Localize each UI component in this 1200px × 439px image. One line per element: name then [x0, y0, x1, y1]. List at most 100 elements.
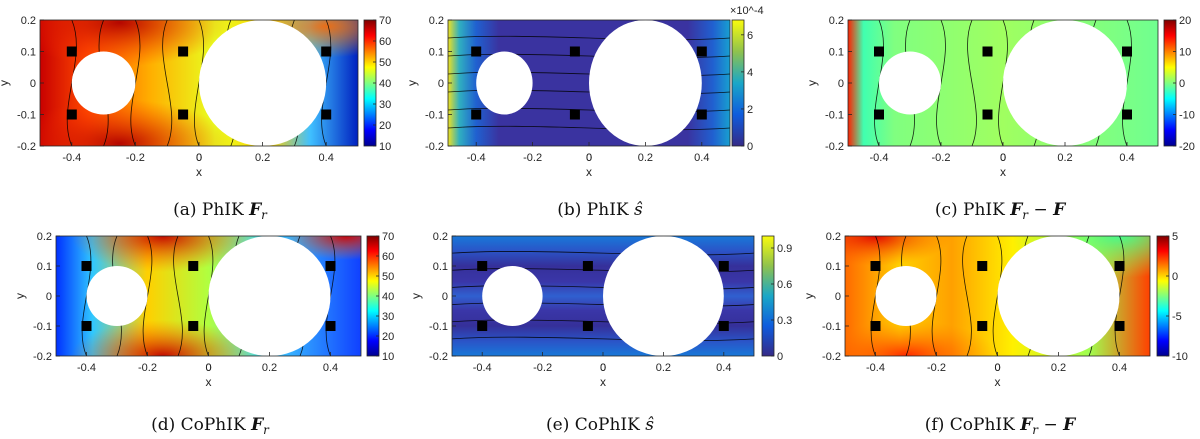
observation-point — [696, 109, 707, 120]
contour-line — [194, 20, 204, 146]
observation-point — [66, 109, 77, 120]
colorbar-tick-label: 30 — [379, 99, 391, 111]
colorbar-tick-label: 60 — [382, 251, 394, 263]
x-tick-label: 0.2 — [656, 362, 671, 374]
y-tick-label: -0.1 — [17, 110, 36, 122]
observation-point — [188, 321, 199, 331]
obstacle-circle — [1003, 20, 1127, 146]
y-tick-label: 0.1 — [21, 47, 36, 59]
y-axis-label: y — [405, 80, 419, 86]
colorbar — [731, 19, 745, 147]
obstacle-circle — [208, 236, 331, 356]
y-axis-label: y — [802, 293, 816, 299]
panel-c: -0.2-0.100.10.2-0.4 -0.2 0 0.2 0.40xy-20-100… — [805, 15, 1195, 222]
observation-point — [582, 321, 593, 331]
contour-line — [448, 35, 730, 41]
observation-point — [81, 321, 92, 331]
y-axis-label: y — [0, 80, 11, 86]
observation-point — [81, 261, 92, 271]
x-tick-label: 0.4 — [1112, 362, 1127, 374]
y-tick-label: -0.1 — [425, 110, 444, 122]
x-tick-label: 0 — [600, 362, 606, 374]
colorbar-tick-label: 0 — [777, 351, 783, 363]
contour-line — [173, 236, 183, 356]
contour-line — [448, 125, 730, 131]
panel-caption: (b) PhIK ŝ — [557, 200, 643, 220]
contour-line — [967, 20, 977, 146]
y-tick-label: 0.2 — [429, 15, 444, 27]
x-tick-label: 0 — [1000, 152, 1006, 164]
x-tick-label: -0.2 — [126, 152, 145, 164]
x-tick-label: -0.4 — [866, 362, 885, 374]
x-tick-label: 0.2 — [1051, 362, 1066, 374]
colorbar-tick-label: 60 — [379, 36, 391, 48]
contour-line — [321, 20, 332, 146]
colorbar — [1156, 235, 1170, 357]
y-tick-label: -0.2 — [425, 141, 444, 153]
contour-line — [452, 336, 754, 341]
y-tick-label: -0.2 — [33, 351, 52, 363]
y-axis-label: y — [805, 80, 819, 86]
panel-a: -0.2-0.100.10.2-0.4-0.200.20.40xy1020304… — [0, 15, 391, 222]
x-tick-label: -0.2 — [932, 152, 951, 164]
x-tick-label: -0.4 — [467, 152, 486, 164]
observation-point — [977, 261, 988, 271]
observation-point — [1114, 321, 1125, 331]
x-tick-label: 0.4 — [323, 362, 338, 374]
x-tick-label: 0.2 — [638, 152, 653, 164]
y-tick-label: -0.2 — [825, 141, 844, 153]
x-tick-label: 0 — [586, 152, 592, 164]
x-axis-label: x — [600, 375, 606, 389]
x-axis-label: x — [196, 165, 202, 179]
observation-point — [870, 261, 881, 271]
colorbar-tick-label: 10 — [382, 351, 394, 363]
observation-point — [321, 109, 332, 120]
observation-point — [178, 46, 189, 57]
x-tick-label: 0 — [994, 362, 1000, 374]
colorbar-tick-label: 0 — [1172, 271, 1178, 283]
contour-line — [962, 236, 972, 356]
x-tick-label: -0.4 — [870, 152, 889, 164]
observation-point — [718, 321, 729, 331]
panel-d: -0.2-0.100.10.2-0.4 -0.2 0 0.2 0.40xy1020304… — [13, 231, 394, 437]
y-tick-label: -0.2 — [17, 141, 36, 153]
panel-caption: (e) CoPhIK ŝ — [546, 415, 654, 435]
colorbar-tick-label: 20 — [382, 331, 394, 343]
x-tick-label: 0 — [586, 152, 592, 164]
x-tick-label: 0.2 — [262, 362, 277, 374]
y-axis-label: y — [13, 293, 27, 299]
observation-point — [178, 109, 189, 120]
y-tick-label: 0.2 — [433, 231, 448, 243]
x-tick-label: -0.2 — [138, 362, 157, 374]
x-axis-label: x — [1000, 165, 1006, 179]
observation-point — [1122, 46, 1132, 57]
y-tick-label: 0 — [438, 78, 444, 90]
contour-line — [452, 251, 754, 256]
x-tick-label: -0.2 — [533, 362, 552, 374]
observation-point — [569, 46, 580, 57]
colorbar-tick-label: 50 — [382, 271, 394, 283]
colorbar-tick-label: 0.3 — [777, 315, 792, 327]
observation-point — [325, 321, 336, 331]
x-tick-label: 0 — [205, 362, 211, 374]
y-tick-label: 0.2 — [829, 15, 844, 27]
colorbar-tick-label: 4 — [747, 67, 753, 79]
y-tick-label: 0.1 — [433, 261, 448, 273]
y-tick-label: 0 — [442, 291, 448, 303]
colorbar-tick-label: 2 — [747, 104, 753, 116]
colorbar-tick-label: -5 — [1172, 311, 1182, 323]
observation-point — [874, 46, 884, 57]
colorbar-exponent: ×10^-4 — [730, 5, 764, 17]
y-tick-label: -0.1 — [33, 321, 52, 333]
colorbar-tick-label: 6 — [747, 30, 753, 42]
observation-point — [477, 321, 488, 331]
x-tick-label: 0.4 — [319, 152, 334, 164]
obstacle-circle — [997, 236, 1120, 356]
observation-point — [471, 109, 482, 120]
y-tick-label: 0 — [838, 78, 844, 90]
colorbar-tick-label: 30 — [382, 311, 394, 323]
colorbar-tick-label: 40 — [379, 78, 391, 90]
obstacle-circle — [199, 20, 327, 146]
colorbar-tick-label: 0.9 — [777, 243, 792, 255]
contour-line — [452, 319, 754, 324]
